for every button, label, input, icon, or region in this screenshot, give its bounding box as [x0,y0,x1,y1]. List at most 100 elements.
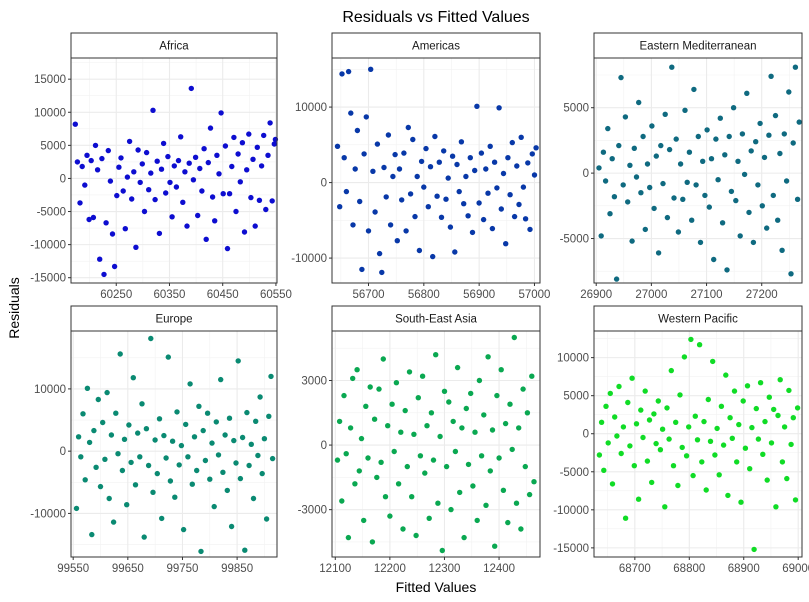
data-point [215,452,222,458]
data-point [252,223,258,229]
data-point [598,419,605,425]
data-point [635,496,642,502]
data-point [533,145,539,151]
data-point [143,426,150,432]
data-point [209,194,216,200]
data-point [638,190,644,196]
data-point [671,195,677,201]
data-point [378,459,384,465]
data-point [636,99,642,106]
data-point [478,453,485,459]
data-point [622,114,629,120]
data-point [503,241,509,247]
data-point [613,276,620,282]
data-point [640,434,646,441]
data-point [454,364,461,371]
x-axis-label: Fitted Values [396,579,477,595]
x-tick-label: 60450 [207,289,239,301]
x-tick-label: 12300 [428,563,460,575]
data-point [248,194,254,201]
data-point [261,436,268,442]
x-tick-label: 27000 [635,289,667,301]
data-point [110,519,117,525]
data-point [350,222,356,228]
data-point [511,334,517,341]
x-tick-label: 60350 [153,289,185,301]
data-point [143,149,150,156]
data-point [485,354,491,360]
x-tick-label: 99750 [166,563,198,575]
data-point [376,386,382,392]
data-point [354,367,360,373]
data-point [430,457,437,463]
data-point [683,453,690,459]
data-point [216,171,222,177]
data-point [716,472,722,478]
facet-panels: 60250 60350 60450 60550 -15000 -10000 -5000 0 50… [30,32,809,575]
facet-strip-label: Africa [159,41,189,53]
data-point [449,153,456,159]
data-point [446,399,452,405]
data-point [695,133,701,140]
data-point [472,429,478,435]
data-point [764,225,770,231]
data-point [84,152,90,158]
data-point [416,247,423,254]
data-point [719,220,726,226]
data-point [744,90,750,97]
data-point [720,442,727,448]
data-point [267,120,273,126]
data-point [395,481,402,487]
data-point [751,546,757,553]
y-tick-label: -5000 [560,467,589,479]
data-point [385,423,391,429]
data-point [690,472,696,479]
x-tick-label: 68800 [673,563,705,575]
y-tick-label: 0 [583,429,589,441]
y-tick-label: -15000 [553,543,589,555]
data-point [686,424,692,430]
data-point [182,169,188,175]
data-point [727,415,733,421]
data-point [417,453,424,459]
data-point [470,483,476,489]
data-point [122,226,128,232]
data-point [677,161,684,167]
x-tick-label: 69000 [782,563,809,575]
data-point [452,249,458,255]
data-point [422,470,428,476]
data-point [73,505,80,512]
data-point [180,526,187,533]
data-point [659,426,666,432]
data-point [502,420,509,427]
data-point [788,441,794,448]
data-point [474,103,480,110]
x-tick-label: 12100 [319,563,351,575]
data-point [379,269,385,276]
data-point [670,463,677,469]
data-point [629,238,635,244]
data-point [602,178,609,184]
data-point [525,160,531,166]
chart-title: Residuals vs Fitted Values [342,9,529,26]
data-point [380,356,386,362]
data-point [118,155,124,161]
data-point [396,166,403,172]
data-point [199,188,205,194]
x-tick-label: 99550 [57,563,89,575]
data-point [677,392,683,398]
y-tick-label: 10000 [34,384,66,396]
data-point [679,444,685,451]
data-point [241,229,248,235]
data-point [88,157,94,164]
data-point [775,412,781,419]
data-point [461,201,467,207]
x-tick-label: 56700 [353,289,385,301]
data-point [132,482,139,488]
data-point [80,411,86,417]
data-point [231,134,237,141]
data-point [150,489,156,495]
data-point [137,454,143,460]
data-point [432,133,438,140]
data-point [205,159,211,166]
